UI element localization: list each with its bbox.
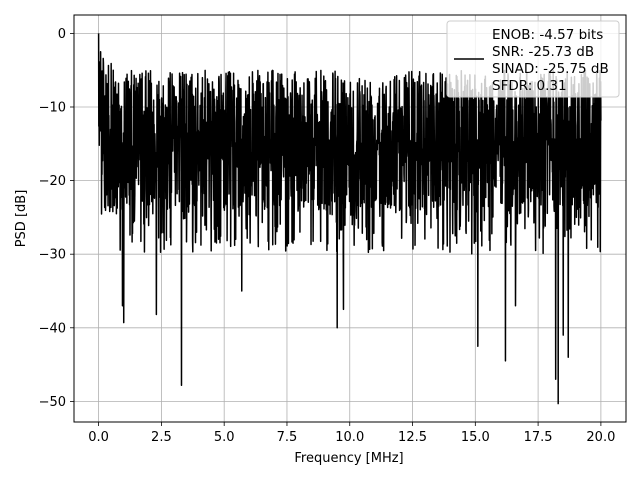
- legend: ENOB: -4.57 bits SNR: -25.73 dB SINAD: -…: [446, 20, 620, 98]
- legend-entry-sfdr: SFDR: 0.31: [492, 78, 567, 94]
- psd-series-line: [97, 33, 602, 405]
- x-tick-label: 0.0: [88, 430, 109, 445]
- y-tick-label: −10: [39, 100, 66, 115]
- legend-entry-snr: SNR: -25.73 dB: [492, 44, 594, 60]
- y-tick-label: −40: [39, 321, 66, 336]
- x-axis-ticks: 0.0 2.5 5.0 7.5 10.0 12.5 15.0 17.5 20.0: [88, 422, 615, 445]
- x-tick-label: 7.5: [277, 430, 298, 445]
- x-axis-label: Frequency [MHz]: [294, 451, 403, 466]
- y-tick-label: −20: [39, 174, 66, 189]
- y-tick-label: 0: [58, 27, 66, 42]
- x-tick-label: 10.0: [335, 430, 364, 445]
- x-tick-label: 17.5: [524, 430, 553, 445]
- y-axis-label: PSD [dB]: [14, 190, 29, 248]
- y-tick-label: −30: [39, 248, 66, 263]
- x-tick-label: 2.5: [151, 430, 172, 445]
- legend-box: [446, 20, 620, 98]
- x-tick-label: 15.0: [461, 430, 490, 445]
- x-tick-label: 12.5: [398, 430, 427, 445]
- y-tick-label: −50: [39, 395, 66, 410]
- x-tick-label: 20.0: [586, 430, 615, 445]
- legend-entry-sinad: SINAD: -25.75 dB: [492, 61, 609, 77]
- x-tick-label: 5.0: [214, 430, 235, 445]
- y-axis-ticks: 0 −10 −20 −30 −40 −50: [39, 27, 74, 410]
- legend-entry-enob: ENOB: -4.57 bits: [492, 27, 603, 43]
